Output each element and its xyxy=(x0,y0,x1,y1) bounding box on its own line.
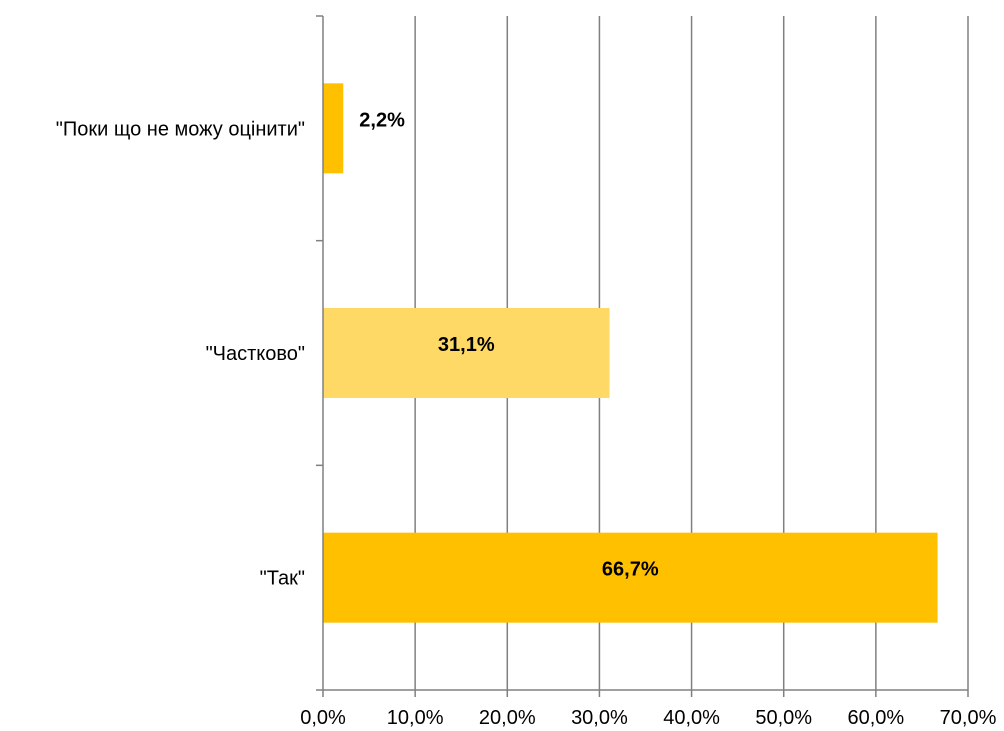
data-label: 66,7% xyxy=(602,559,659,581)
x-tick-label: 40,0% xyxy=(663,707,720,729)
x-tick-label: 20,0% xyxy=(479,707,536,729)
bar xyxy=(323,83,344,174)
data-label: 2,2% xyxy=(359,109,405,131)
bar xyxy=(323,308,610,398)
x-tick-label: 10,0% xyxy=(387,707,444,729)
x-tick-label: 30,0% xyxy=(571,707,628,729)
axes xyxy=(316,15,969,697)
category-label: "Частково" xyxy=(206,343,305,365)
x-tick-label: 60,0% xyxy=(847,707,904,729)
x-tick-label: 0,0% xyxy=(300,707,346,729)
labels: 0,0% 10,0% 20,0% 30,0% 40,0% 50,0% 60,0% 70,0% "… xyxy=(56,109,997,729)
x-tick-label: 70,0% xyxy=(940,707,997,729)
data-label: 31,1% xyxy=(438,334,495,356)
category-label: "Поки що не можу оцінити" xyxy=(56,118,305,140)
bar xyxy=(323,532,938,623)
bars xyxy=(323,83,938,623)
category-label: "Так" xyxy=(260,568,305,590)
x-tick-label: 50,0% xyxy=(755,707,812,729)
